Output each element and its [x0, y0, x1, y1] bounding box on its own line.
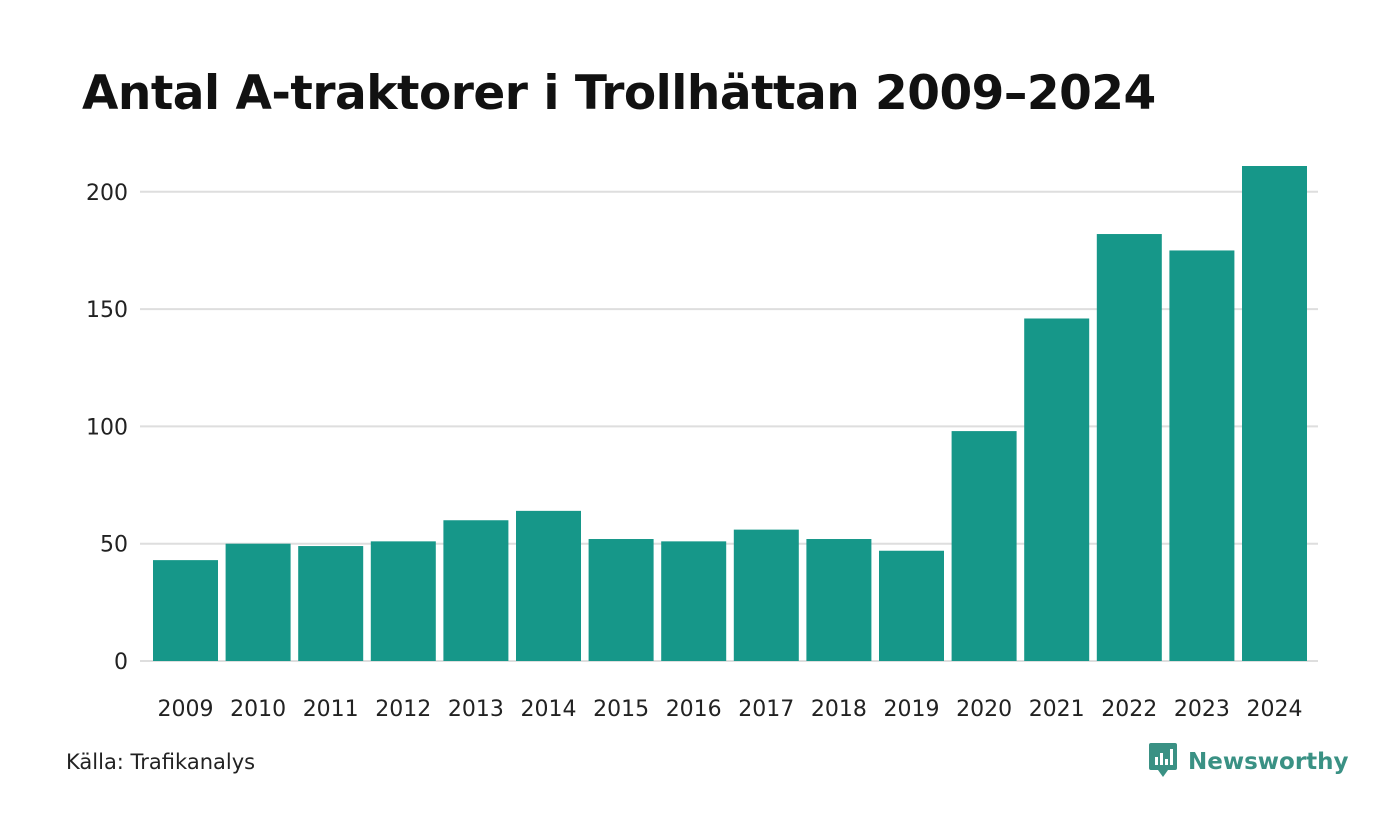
x-tick-label: 2009: [158, 697, 214, 722]
bar-2012: [370, 541, 436, 661]
bar-2019: [879, 550, 944, 661]
x-tick-label: 2017: [738, 697, 794, 722]
x-tick-label: 2018: [811, 697, 867, 722]
y-tick-label: 150: [86, 298, 128, 323]
x-tick-label: 2023: [1174, 697, 1230, 722]
x-tick-label: 2024: [1247, 697, 1303, 722]
y-tick-label: 50: [100, 533, 128, 558]
bar-2010: [225, 543, 291, 661]
chart-title: Antal A-traktorer i Trollhättan 2009–202…: [82, 66, 1156, 121]
y-tick-label: 200: [86, 181, 128, 206]
bar-2014: [516, 510, 581, 661]
bar-2015: [588, 539, 654, 661]
x-tick-label: 2010: [230, 697, 286, 722]
brand-name: Newsworthy: [1188, 749, 1349, 775]
x-axis-ticks: 2009 2010 2011 2012 2013 2014 2015 2016 2017 2018…: [158, 697, 1303, 722]
x-tick-label: 2014: [521, 697, 577, 722]
x-tick-label: 2022: [1101, 697, 1157, 722]
bar-2017: [733, 529, 799, 661]
bar-2020: [951, 431, 1017, 661]
newsworthy-logo-icon: [1148, 742, 1178, 782]
x-tick-label: 2012: [375, 697, 431, 722]
x-tick-label: 2021: [1029, 697, 1085, 722]
y-axis-ticks: 0 50 100 150 200: [86, 181, 128, 675]
bar-2022: [1096, 234, 1162, 661]
bars: [153, 166, 1307, 662]
bar-2023: [1169, 250, 1235, 662]
bar-2024: [1242, 166, 1307, 661]
brand-logo: Newsworthy: [1148, 742, 1349, 782]
source-note: Källa: Trafikanalys: [66, 750, 256, 774]
bar-2011: [298, 546, 364, 661]
x-tick-label: 2020: [956, 697, 1012, 722]
x-tick-label: 2016: [666, 697, 722, 722]
y-tick-label: 100: [86, 415, 128, 440]
bar-2018: [806, 539, 872, 661]
bar-2013: [443, 520, 509, 661]
x-tick-label: 2011: [303, 697, 359, 722]
bar-2009: [153, 560, 218, 661]
y-tick-label: 0: [114, 650, 128, 675]
x-tick-label: 2019: [884, 697, 940, 722]
bar-chart: 0 50 100 150 200 2009 2010 2011 2012 2013 2014 201…: [86, 166, 1318, 722]
x-tick-label: 2015: [593, 697, 649, 722]
bar-2021: [1024, 318, 1090, 661]
x-tick-label: 2013: [448, 697, 504, 722]
bar-2016: [661, 541, 727, 661]
